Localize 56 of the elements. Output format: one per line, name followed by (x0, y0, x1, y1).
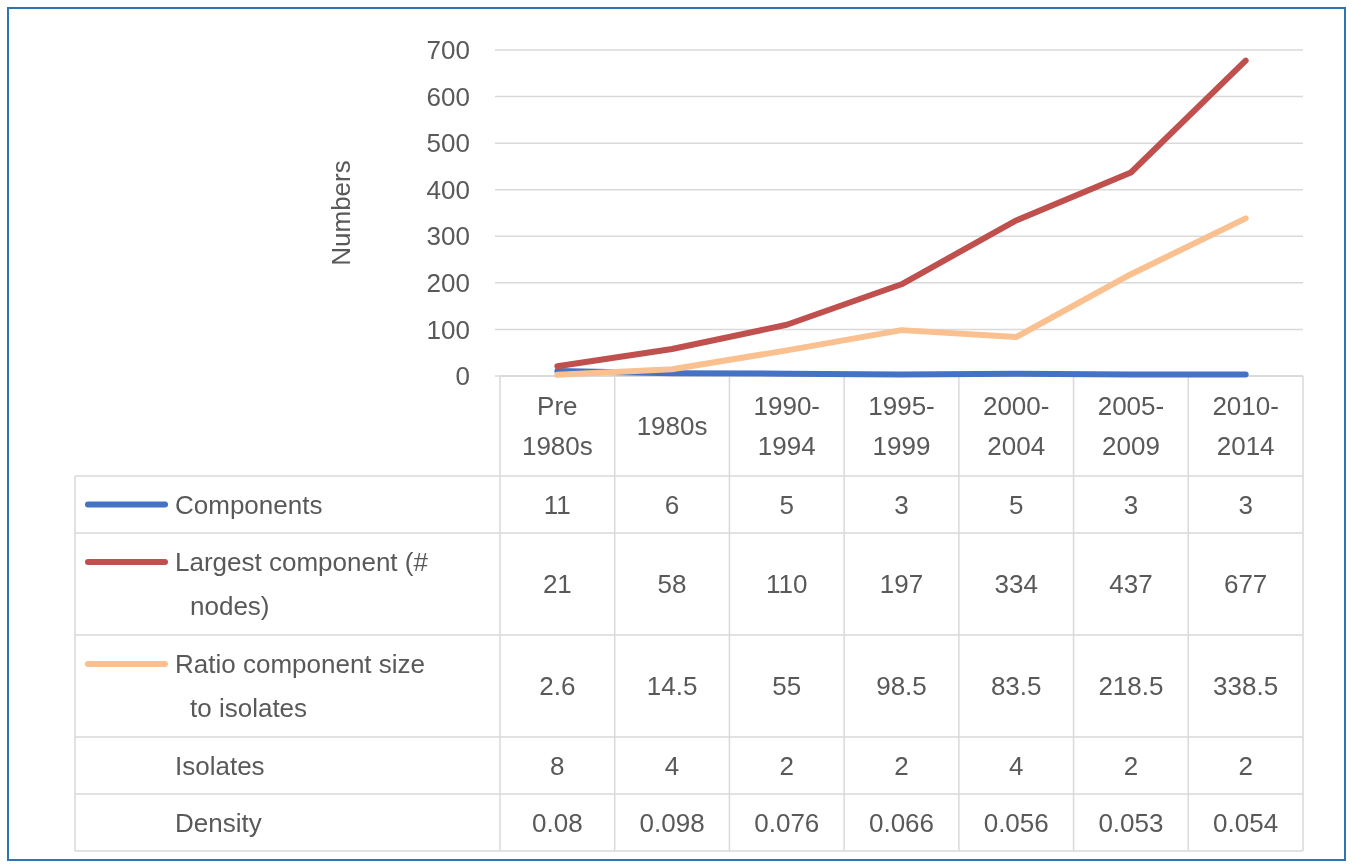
data-label: 2.6 (539, 671, 576, 702)
legend-label: Largest component (# nodes) (175, 547, 429, 622)
data-label: 58 (657, 569, 687, 600)
data-label: 334 (994, 569, 1038, 600)
text: 0.066 (868, 807, 935, 838)
data-label: 5 (779, 489, 795, 520)
x-tick-label: 1990-1994 (753, 391, 821, 462)
data-label: 6 (664, 489, 680, 520)
text: 0.08 (532, 807, 583, 838)
text: 0.054 (1213, 807, 1279, 838)
data-label: 3 (894, 489, 909, 520)
x-tick-label: 2010-2014 (1212, 391, 1279, 462)
x-tick-label: 2005-2009 (1097, 391, 1165, 462)
text: 0.076 (754, 807, 820, 838)
data-label: 3 (1238, 489, 1253, 520)
data-label: 21 (542, 569, 572, 600)
text: 2 (894, 750, 909, 781)
data-label: 437 (1109, 569, 1153, 600)
x-tick-label: Pre 1980s (521, 391, 593, 462)
data-label: 14.5 (646, 671, 698, 702)
y-tick-label: 500 (426, 128, 470, 159)
x-tick-label: 1995-1999 (868, 391, 935, 462)
text: 0.053 (1098, 807, 1164, 838)
y-axis-title: Numbers (326, 160, 356, 266)
text: 2 (1238, 750, 1253, 781)
legend-label: Components (175, 489, 323, 520)
data-label: 338.5 (1213, 671, 1279, 702)
x-tick-label: 1980s (636, 411, 708, 442)
text: 4 (664, 750, 680, 781)
y-tick-label: 0 (455, 361, 470, 392)
y-tick-label: 100 (426, 314, 470, 345)
data-label: 197 (879, 569, 924, 600)
y-tick-label: 400 (426, 174, 470, 205)
data-label: 5 (1008, 489, 1024, 520)
text: 2 (779, 750, 795, 781)
data-label: 55 (772, 671, 802, 702)
data-label: 110 (766, 569, 808, 600)
data-label: 98.5 (876, 671, 927, 702)
legend-label: Ratio component size to isolates (175, 649, 426, 724)
text: Density (175, 807, 262, 838)
data-label: 83.5 (990, 671, 1042, 702)
x-tick-label: 2000-2004 (982, 391, 1050, 462)
y-tick-label: 300 (426, 221, 470, 252)
text: 4 (1008, 750, 1024, 781)
data-label: 218.5 (1098, 671, 1164, 702)
y-tick-label: 600 (426, 81, 470, 112)
text: 2 (1123, 750, 1139, 781)
text: 8 (550, 750, 565, 781)
data-label: 3 (1123, 489, 1139, 520)
text: Isolates (175, 750, 265, 781)
text: 0.056 (983, 807, 1049, 838)
y-tick-label: 200 (426, 267, 470, 298)
y-tick-label: 700 (426, 35, 470, 66)
data-label: 677 (1223, 569, 1268, 600)
text: 0.098 (639, 807, 705, 838)
data-label: 11 (543, 489, 571, 520)
